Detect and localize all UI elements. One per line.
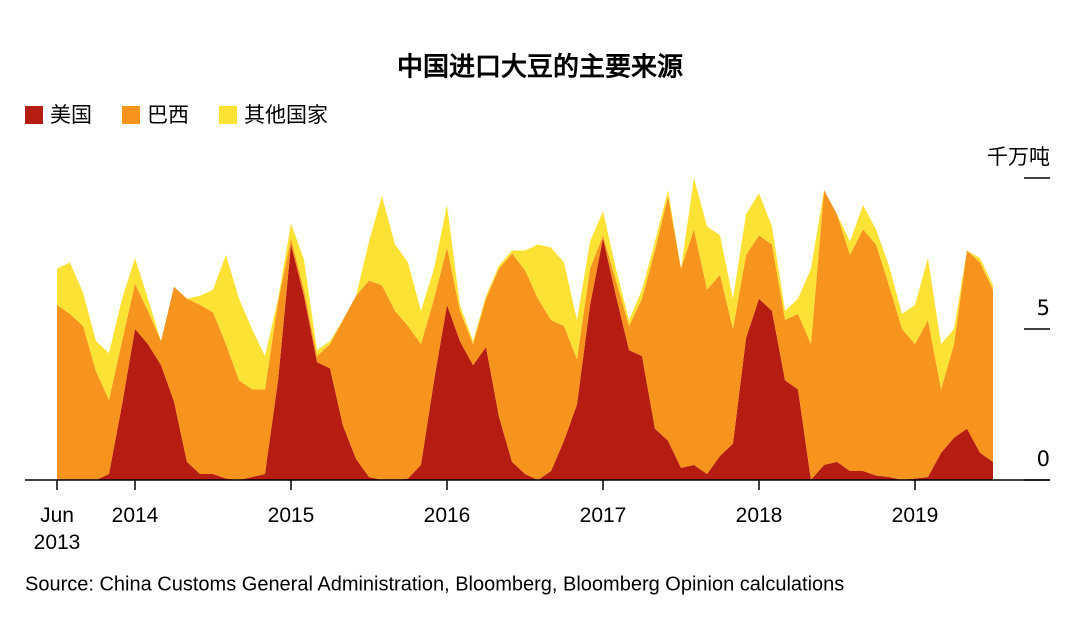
- area: [57, 190, 993, 480]
- x-tick-label: Jun 2013: [33, 504, 81, 554]
- x-tick-label: 2018: [735, 504, 783, 527]
- x-tick-label: 2019: [891, 504, 939, 527]
- area: [57, 178, 993, 400]
- legend-swatch: [25, 106, 43, 124]
- x-tick-label: 2014: [111, 504, 159, 527]
- y-tick-label: 千万吨: [987, 145, 1050, 169]
- y-tick-label: 0: [1037, 447, 1050, 471]
- legend-swatch: [219, 106, 237, 124]
- legend-label: 巴西: [147, 103, 189, 127]
- x-tick-label: 2017: [579, 504, 627, 527]
- legend-label: 其他国家: [244, 103, 328, 127]
- legend-label: 美国: [50, 103, 92, 127]
- legend-swatch: [122, 106, 140, 124]
- x-tick-label: 2015: [267, 504, 315, 527]
- y-tick-label: 5: [1037, 296, 1050, 320]
- source: Source: China Customs General Administra…: [25, 573, 844, 595]
- chart-title: 中国进口大豆的主要来源: [397, 52, 683, 83]
- x-tick-label: 2016: [423, 504, 471, 527]
